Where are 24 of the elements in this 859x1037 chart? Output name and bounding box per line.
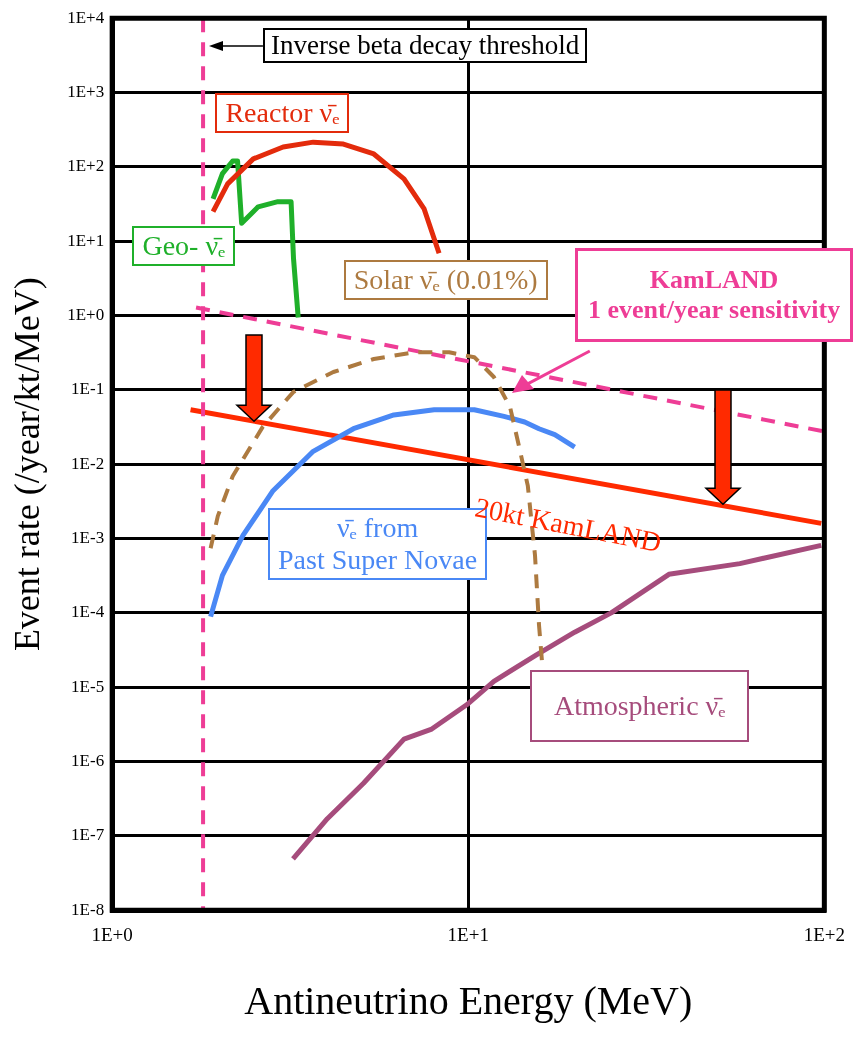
x-tick-label: 1E+1 xyxy=(447,923,489,945)
y-tick-label: 1E-3 xyxy=(71,528,105,547)
y-tick-label: 1E-8 xyxy=(71,899,105,919)
y-tick-label: 1E-5 xyxy=(71,676,105,696)
x-axis-title: Antineutrino Energy (MeV) xyxy=(244,977,693,1023)
y-tick-label: 1E-6 xyxy=(71,751,105,770)
y-tick-label: 1E+2 xyxy=(67,156,105,176)
series-label: Reactor ν̄ₑ xyxy=(215,92,350,133)
y-tick-label: 1E-4 xyxy=(71,602,105,622)
y-tick-label: 1E-2 xyxy=(71,453,105,473)
x-tick-label: 1E+0 xyxy=(91,923,133,945)
text: KamLAND 1 event/year sensitivity xyxy=(575,248,854,343)
y-tick-label: 1E+0 xyxy=(67,305,105,324)
y-axis-title: Event rate (/year/kt/MeV) xyxy=(7,277,48,652)
text: Solar ν̄ₑ (0.01%) xyxy=(343,259,548,301)
y-tick-label: 1E-7 xyxy=(71,825,105,845)
series-label: Geo- ν̄ₑ xyxy=(132,226,236,267)
y-tick-label: 1E+1 xyxy=(67,230,105,250)
x-tick-label: 1E+2 xyxy=(803,923,845,945)
y-tick-label: 1E+3 xyxy=(67,82,105,101)
y-tick-label: 1E+4 xyxy=(67,7,105,27)
ref-line-label: Inverse beta decay threshold xyxy=(263,27,588,63)
y-tick-label: 1E-1 xyxy=(71,379,105,399)
series-label: Atmospheric ν̄ₑ xyxy=(529,670,750,743)
